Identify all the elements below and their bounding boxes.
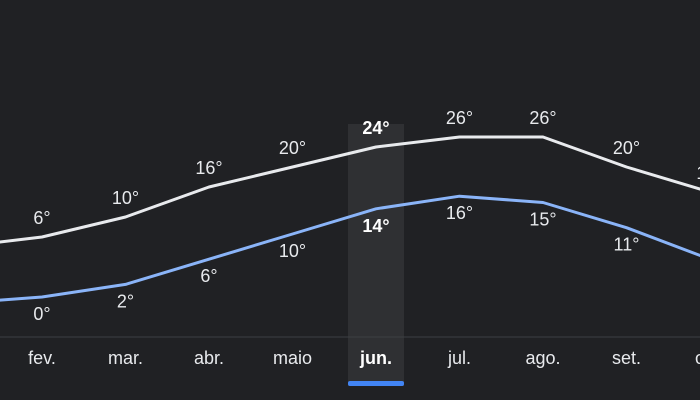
low-value-label: 0°	[33, 304, 50, 324]
high-value-label: 26°	[529, 108, 556, 128]
low-value-label: 2°	[117, 291, 134, 311]
high-value-label: 26°	[446, 108, 473, 128]
high-value-label: 6°	[33, 208, 50, 228]
series-lines	[0, 135, 700, 302]
low-value-label: 16°	[446, 203, 473, 223]
value-labels: 6° 10° 16° 20° 24° 26° 26° 20° 15° 0° 2° 6° 10° 14° 16…	[33, 108, 700, 324]
high-temperature-line	[0, 135, 700, 244]
month-tab[interactable]: ago.	[525, 348, 560, 368]
month-tab[interactable]: jun.	[359, 348, 392, 368]
low-value-label: 14°	[362, 216, 389, 236]
month-tabs[interactable]: fev. mar. abr. maio jun. jul. ago. set. out.	[28, 348, 700, 368]
low-value-label: 10°	[279, 241, 306, 261]
high-value-label: 15°	[696, 163, 700, 183]
month-tab[interactable]: out.	[695, 348, 700, 368]
low-value-label: 11°	[614, 235, 640, 255]
low-temperature-line	[0, 194, 700, 302]
high-value-label: 24°	[362, 118, 389, 138]
month-tab[interactable]: abr.	[194, 348, 224, 368]
month-tab[interactable]: jul.	[447, 348, 471, 368]
selected-month-highlight	[348, 124, 404, 386]
high-value-label: 20°	[279, 138, 306, 158]
selected-month-indicator	[348, 381, 404, 386]
month-tab[interactable]: mar.	[108, 348, 143, 368]
low-value-label: 6°	[200, 266, 217, 286]
month-tab[interactable]: set.	[612, 348, 641, 368]
high-value-label: 10°	[112, 188, 139, 208]
high-value-label: 20°	[613, 138, 640, 158]
high-value-label: 16°	[195, 158, 222, 178]
month-tab[interactable]: maio	[273, 348, 312, 368]
month-tab[interactable]: fev.	[28, 348, 56, 368]
low-value-label: 15°	[529, 210, 556, 230]
